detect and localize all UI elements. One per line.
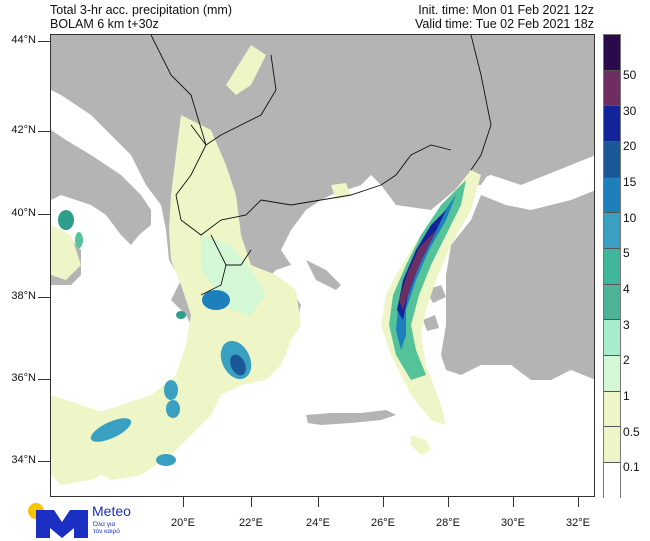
lat-tick — [38, 214, 50, 215]
country-borders — [150, 35, 492, 296]
colorbar-label: 0.1 — [623, 460, 640, 474]
colorbar-label: 5 — [623, 246, 630, 260]
lat-label-42: 42°N — [11, 124, 36, 136]
colorbar-label: 3 — [623, 318, 630, 332]
time-info: Init. time: Mon 01 Feb 2021 12z Valid ti… — [415, 3, 594, 31]
lat-label-40: 40°N — [11, 207, 36, 219]
precip-light — [51, 45, 431, 485]
colorbar-segment — [604, 285, 620, 320]
colorbar-label: 1 — [623, 389, 630, 403]
colorbar-segment — [604, 427, 620, 463]
tagline-line-2: τον καιρό — [93, 528, 120, 535]
lon-label-26: 26°E — [371, 517, 395, 529]
lon-label-32: 32°E — [566, 517, 590, 529]
colorbar-label: 15 — [623, 175, 637, 189]
lon-label-28: 28°E — [436, 517, 460, 529]
colorbar-label: 2 — [623, 353, 630, 367]
lat-label-38: 38°N — [11, 290, 36, 302]
lon-tick — [578, 497, 579, 507]
brand-tagline: Όλα για τον καιρό — [93, 521, 120, 535]
precip-band — [381, 170, 481, 425]
title-line-1: Total 3-hr acc. precipitation (mm) — [50, 3, 233, 17]
lon-label-22: 22°E — [239, 517, 263, 529]
lat-tick — [38, 379, 50, 380]
land-layer — [51, 35, 594, 425]
colorbar-segment — [604, 71, 620, 106]
colorbar-segment — [604, 35, 620, 71]
valid-time: Valid time: Tue 02 Feb 2021 18z — [414, 17, 594, 31]
colorbar-label: 50 — [623, 68, 637, 82]
colorbar-segment — [604, 249, 620, 285]
lon-tick — [513, 497, 514, 507]
precip-cells — [58, 210, 252, 466]
brand-name: Meteo — [92, 503, 131, 519]
chart-title: Total 3-hr acc. precipitation (mm) BOLAM… — [50, 3, 232, 31]
lon-tick — [183, 497, 184, 507]
title-line-2: BOLAM 6 km t+30z — [50, 17, 159, 31]
colorbar-segment — [604, 178, 620, 213]
colorbar-label: 20 — [623, 139, 637, 153]
lon-tick — [318, 497, 319, 507]
lon-tick — [251, 497, 252, 507]
colorbar-segment — [604, 213, 620, 249]
colorbar-segment — [604, 463, 620, 499]
precipitation-map — [50, 34, 595, 497]
lon-label-20: 20°E — [171, 517, 195, 529]
colorbar-segment — [604, 142, 620, 178]
lat-tick — [38, 131, 50, 132]
m-logo-icon — [36, 510, 88, 538]
lat-tick — [38, 41, 50, 42]
colorbar-segment — [604, 106, 620, 142]
lat-tick — [38, 461, 50, 462]
colorbar-segment — [604, 392, 620, 427]
colorbar-label: 0.5 — [623, 425, 640, 439]
colorbar-label: 10 — [623, 211, 637, 225]
init-time: Init. time: Mon 01 Feb 2021 12z — [418, 3, 594, 17]
lat-label-44: 44°N — [11, 34, 36, 46]
colorbar-segment — [604, 320, 620, 356]
map-canvas — [51, 35, 594, 485]
lat-tick — [38, 297, 50, 298]
lat-label-34: 34°N — [11, 454, 36, 466]
colorbar-label: 4 — [623, 282, 630, 296]
tagline-line-1: Όλα για — [93, 521, 116, 528]
lon-label-30: 30°E — [501, 517, 525, 529]
colorbar-label: 30 — [623, 104, 637, 118]
lon-tick — [383, 497, 384, 507]
colorbar — [603, 34, 621, 499]
meteo-logo: Meteo Όλα για τον καιρό — [26, 500, 166, 540]
colorbar-segment — [604, 356, 620, 392]
lon-label-24: 24°E — [306, 517, 330, 529]
lon-tick — [448, 497, 449, 507]
lat-label-36: 36°N — [11, 372, 36, 384]
